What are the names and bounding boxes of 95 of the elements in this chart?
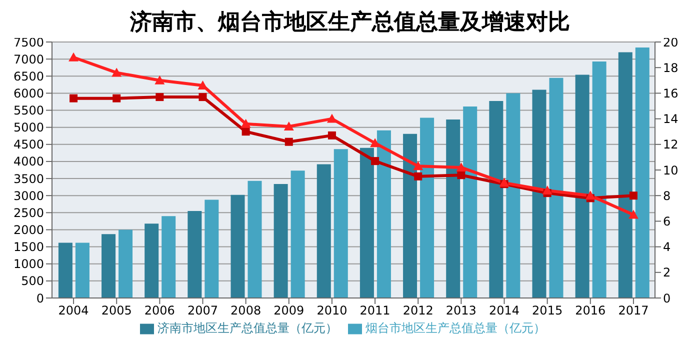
bar (506, 93, 520, 298)
point (585, 190, 596, 200)
point (542, 185, 552, 194)
bar (549, 78, 564, 298)
bar (575, 74, 590, 298)
bar (290, 170, 305, 298)
y-tick-label: 1500 (13, 240, 44, 254)
x-tick-label: 2006 (144, 304, 175, 318)
point (629, 192, 638, 200)
y-tick-label: 4000 (13, 154, 44, 169)
y2-tick-label: 6 (663, 214, 671, 228)
y-tick-label: 1000 (13, 257, 44, 272)
point (456, 162, 466, 172)
legend-label: 济南市地区生产总值总量（亿元） (158, 321, 338, 335)
point (414, 172, 422, 180)
y2-tick-label: 18 (663, 60, 678, 75)
point (154, 75, 165, 84)
y-tick-label: 5000 (13, 120, 44, 135)
x-tick-label: 2004 (58, 304, 89, 318)
point (326, 114, 337, 123)
point (457, 171, 466, 180)
y-tick-label: 7000 (13, 52, 44, 66)
y-tick-label: 5500 (13, 104, 44, 118)
legend-label: 烟台市地区生产总值总量（亿元） (366, 321, 546, 335)
y-tick-label: 2500 (13, 206, 44, 220)
bar (376, 130, 391, 298)
x-tick-label: 2015 (532, 304, 563, 318)
bar (58, 242, 72, 298)
bar (463, 106, 478, 298)
y2-tick-label: 0 (663, 291, 671, 306)
bar (75, 242, 90, 298)
point (628, 210, 638, 219)
point (156, 93, 164, 102)
point (284, 121, 294, 130)
x-tick-label: 2014 (488, 304, 520, 318)
y-tick-label: 3500 (13, 172, 44, 186)
x-tick-label: 2010 (316, 304, 348, 318)
point (371, 157, 380, 166)
x-tick-label: 2005 (101, 304, 132, 318)
x-tick-label: 2016 (575, 304, 606, 318)
x-tick-label: 2007 (187, 304, 218, 318)
bar (334, 149, 348, 298)
y-tick-label: 6500 (13, 69, 44, 84)
bar (204, 200, 219, 298)
bar (102, 234, 116, 298)
y2-tick-label: 4 (663, 240, 671, 254)
bar (144, 224, 159, 298)
bar (635, 47, 650, 298)
x-tick-label: 2017 (618, 304, 649, 318)
point (242, 128, 250, 136)
x-tick-label: 2009 (274, 304, 304, 318)
y-tick-label: 3000 (13, 188, 44, 203)
point (70, 94, 78, 102)
bar (592, 61, 606, 298)
bar (118, 230, 133, 298)
y2-tick-label: 12 (663, 138, 678, 152)
point (284, 138, 293, 146)
y-tick-label: 2000 (13, 222, 44, 237)
y-tick-label: 4500 (13, 138, 44, 152)
bar (403, 134, 418, 298)
point (112, 68, 122, 77)
x-tick-label: 2012 (402, 304, 434, 318)
point (328, 131, 336, 140)
bar (248, 180, 262, 298)
point (499, 178, 510, 187)
y-tick-label: 500 (21, 274, 44, 288)
y2-tick-label: 10 (663, 163, 678, 178)
x-tick-label: 2013 (446, 304, 476, 318)
y2-tick-label: 14 (663, 112, 678, 126)
bar (274, 184, 288, 298)
y-tick-label: 0 (36, 291, 44, 306)
bar (618, 52, 632, 298)
bar (446, 119, 460, 298)
y-tick-label: 6000 (13, 86, 44, 100)
point (198, 80, 208, 90)
bar (420, 118, 434, 298)
x-tick-label: 2011 (360, 304, 390, 318)
bar (532, 90, 546, 298)
bar (316, 164, 331, 298)
bar (162, 216, 176, 298)
point (198, 93, 207, 102)
y2-tick-label: 8 (663, 188, 671, 203)
point (413, 161, 424, 170)
point (370, 138, 380, 148)
bar (230, 194, 245, 298)
chart-title: 济南市、烟台市地区生产总值总量及增速对比 (130, 10, 570, 35)
point (240, 118, 251, 128)
bar (188, 210, 202, 298)
point (112, 94, 121, 102)
x-tick-label: 2008 (230, 304, 262, 318)
y2-tick-label: 16 (663, 86, 678, 100)
bar (360, 148, 374, 298)
bar (489, 101, 504, 298)
y2-tick-label: 2 (663, 266, 671, 280)
point (68, 52, 79, 62)
